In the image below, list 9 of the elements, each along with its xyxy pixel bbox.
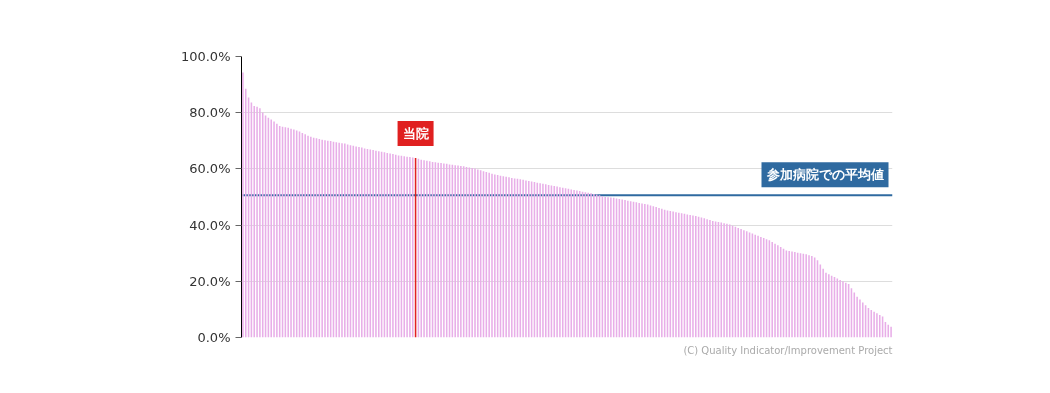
annotation: 当院 [402,125,429,141]
text: (C) Quality Indicator/Improvement Project [683,344,893,356]
y-tick-label: 100.0% [180,49,231,64]
y-tick-label: 0.0% [197,330,231,345]
y-tick-label: 40.0% [189,217,231,233]
y-tick-label: 60.0% [189,161,231,177]
ref-line-label: 参加病院での平均値 [765,167,884,183]
y-tick-label: 20.0% [189,273,231,289]
y-tick-label: 80.0% [189,105,231,121]
